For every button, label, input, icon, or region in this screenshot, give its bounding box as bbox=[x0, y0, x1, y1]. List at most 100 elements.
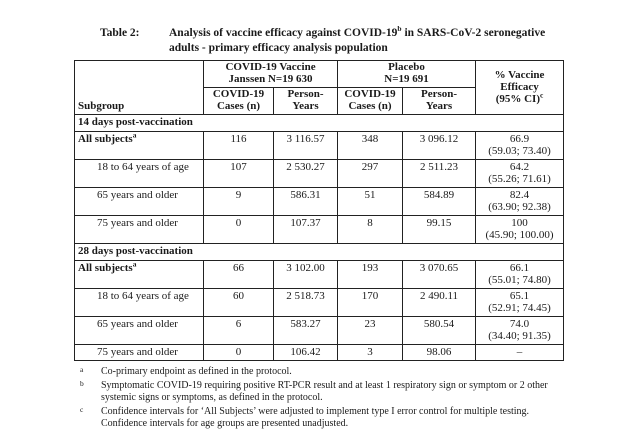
placebo-cases-cell: 193 bbox=[337, 260, 404, 289]
table-row: 75 years and older 0 106.42 3 98.06 – bbox=[74, 344, 565, 361]
vaccine-cases-cell: 107 bbox=[203, 159, 274, 188]
subgroup-label: 75 years and older bbox=[97, 346, 178, 358]
footnote: c Confidence intervals for ‘All Subjects’… bbox=[80, 405, 639, 430]
placebo-person-years-cell: 3 096.12 bbox=[402, 131, 477, 160]
placebo-cases-cell: 348 bbox=[337, 131, 404, 160]
efficacy-value: 66.9 bbox=[509, 133, 530, 145]
efficacy-ci: (45.90; 100.00) bbox=[485, 229, 554, 241]
header-placebo-cases: COVID-19 Cases (n) bbox=[337, 87, 404, 115]
caption-line1: Analysis of vaccine efficacy against COV… bbox=[169, 24, 546, 41]
placebo-person-years-cell: 584.89 bbox=[402, 187, 477, 216]
caption-line1-text: Analysis of vaccine efficacy against COV… bbox=[169, 27, 398, 39]
footnote-ref-a: a bbox=[132, 259, 137, 269]
vaccine-person-years-cell: 586.31 bbox=[272, 187, 339, 216]
efficacy-cell: 65.1 (52.91; 74.45) bbox=[475, 288, 565, 317]
efficacy-cell: 100 (45.90; 100.00) bbox=[475, 215, 565, 244]
placebo-person-years-cell: 580.54 bbox=[402, 316, 477, 345]
vaccine-cases-cell: 116 bbox=[203, 131, 274, 160]
subgroup-cell: 18 to 64 years of age bbox=[74, 159, 204, 188]
table-title: Table 2: Analysis of vaccine efficacy ag… bbox=[100, 24, 639, 56]
vaccine-person-years-cell: 2 530.27 bbox=[272, 159, 339, 188]
footnote: a Co-primary endpoint as defined in the p… bbox=[80, 365, 639, 378]
footnote-ref-a: a bbox=[132, 130, 137, 140]
efficacy-value: 66.1 bbox=[509, 262, 530, 274]
placebo-person-years-cell: 2 511.23 bbox=[402, 159, 477, 188]
vaccine-cases-cell: 9 bbox=[203, 187, 274, 216]
efficacy-ci: (34.40; 91.35) bbox=[488, 330, 551, 342]
placebo-person-years-cell: 98.06 bbox=[402, 344, 477, 361]
header-placebo-group: Placebo N=19 691 bbox=[337, 60, 477, 88]
efficacy-value: 74.0 bbox=[509, 318, 530, 330]
placebo-cases-cell: 23 bbox=[337, 316, 404, 345]
subgroup-label: 65 years and older bbox=[97, 189, 178, 201]
header-subgroup: Subgroup bbox=[74, 60, 204, 115]
table-row: All subjectsa 116 3 116.57 348 3 096.12 66.9(… bbox=[74, 130, 565, 160]
header-efficacy-ci: (95% CI)c bbox=[479, 91, 560, 105]
subgroup-label: 65 years and older bbox=[97, 318, 178, 330]
efficacy-value: 64.2 bbox=[509, 161, 530, 173]
efficacy-cell: 66.1 (55.01; 74.80) bbox=[475, 260, 565, 289]
efficacy-cell: 82.4 (63.90; 92.38) bbox=[475, 187, 565, 216]
caption-line2: adults - primary efficacy analysis popul… bbox=[169, 42, 388, 54]
vaccine-cases-cell: 60 bbox=[203, 288, 274, 317]
placebo-person-years-cell: 3 070.65 bbox=[402, 260, 477, 289]
vaccine-cases-cell: 66 bbox=[203, 260, 274, 289]
section-row: 28 days post-vaccination bbox=[73, 243, 565, 261]
header-sub-row: COVID-19 Cases (n) Person- Years COVID-1… bbox=[75, 87, 564, 115]
placebo-person-years-cell: 99.15 bbox=[402, 215, 477, 244]
section-label: 28 days post-vaccination bbox=[73, 243, 565, 261]
subgroup-cell: 65 years and older bbox=[74, 316, 204, 345]
table-header: Subgroup COVID-19 Vaccine Janssen N=19 6… bbox=[74, 60, 565, 115]
efficacy-value: 65.1 bbox=[509, 290, 530, 302]
vaccine-person-years-cell: 107.37 bbox=[272, 215, 339, 244]
footnote-text: Symptomatic COVID-19 requiring positive … bbox=[101, 380, 548, 403]
header-vaccine-cases: COVID-19 Cases (n) bbox=[203, 87, 274, 115]
vaccine-person-years-cell: 2 518.73 bbox=[272, 288, 339, 317]
table-row: 18 to 64 years of age 60 2 518.73 170 2 490.… bbox=[74, 288, 565, 317]
subgroup-label: All subjects bbox=[78, 262, 133, 274]
subgroup-cell: 18 to 64 years of age bbox=[74, 288, 204, 317]
subgroup-label: 18 to 64 years of age bbox=[97, 290, 189, 302]
placebo-cases-cell: 3 bbox=[337, 344, 404, 361]
vaccine-person-years-cell: 3 116.57 bbox=[272, 131, 339, 160]
table-caption: Analysis of vaccine efficacy against COV… bbox=[169, 24, 546, 56]
subgroup-cell: 75 years and older bbox=[74, 344, 204, 361]
efficacy-cell: 64.2 (55.26; 71.61) bbox=[475, 159, 565, 188]
header-efficacy: % Vaccine Efficacy (95% CI)c bbox=[475, 60, 565, 115]
table-row: 65 years and older 6 583.27 23 580.54 74.0 (34… bbox=[74, 316, 565, 345]
section-label: 14 days post-vaccination bbox=[73, 114, 565, 132]
footnote-ref-b: b bbox=[397, 24, 402, 34]
placebo-cases-cell: 170 bbox=[337, 288, 404, 317]
efficacy-ci: (52.91; 74.45) bbox=[488, 302, 551, 314]
header-vaccine-group: COVID-19 Vaccine Janssen N=19 630 bbox=[202, 60, 339, 88]
efficacy-value: 100 bbox=[511, 217, 528, 229]
vaccine-cases-cell: 0 bbox=[203, 215, 274, 244]
table-row: 75 years and older 0 107.37 8 99.15 100 (45.90… bbox=[74, 215, 565, 244]
placebo-cases-cell: 8 bbox=[337, 215, 404, 244]
table-row: 18 to 64 years of age 107 2 530.27 297 2 511… bbox=[74, 159, 565, 188]
footnote-text: Confidence intervals for ‘All Subjects’ … bbox=[101, 406, 530, 429]
vaccine-person-years-cell: 583.27 bbox=[272, 316, 339, 345]
placebo-cases-cell: 297 bbox=[337, 159, 404, 188]
efficacy-ci: (63.90; 92.38) bbox=[488, 201, 551, 213]
subgroup-cell: All subjectsa bbox=[74, 259, 204, 289]
footnote-marker: c bbox=[80, 405, 84, 414]
subgroup-cell: 75 years and older bbox=[74, 215, 204, 244]
efficacy-ci: (59.03; 73.40) bbox=[488, 145, 551, 157]
table-body: 14 days post-vaccination All subjectsa 116… bbox=[73, 114, 565, 361]
footnotes: a Co-primary endpoint as defined in the p… bbox=[80, 365, 639, 430]
placebo-person-years-cell: 2 490.11 bbox=[402, 288, 477, 317]
caption-line1-cont: in SARS-CoV-2 seronegative bbox=[401, 27, 546, 39]
header-efficacy-ci-text: (95% CI) bbox=[495, 92, 540, 105]
efficacy-table: Subgroup COVID-19 Vaccine Janssen N=19 6… bbox=[73, 60, 565, 361]
efficacy-cell: – bbox=[475, 344, 565, 361]
efficacy-value: 82.4 bbox=[509, 189, 530, 201]
efficacy-ci: (55.01; 74.80) bbox=[488, 274, 551, 286]
footnote-marker: a bbox=[80, 365, 84, 374]
footnote-text: Co-primary endpoint as defined in the pr… bbox=[101, 366, 292, 377]
vaccine-cases-cell: 0 bbox=[203, 344, 274, 361]
header-vaccine-person-years: Person- Years bbox=[272, 87, 339, 115]
subgroup-label: 75 years and older bbox=[97, 217, 178, 229]
vaccine-cases-cell: 6 bbox=[203, 316, 274, 345]
footnote-marker: b bbox=[80, 379, 84, 388]
